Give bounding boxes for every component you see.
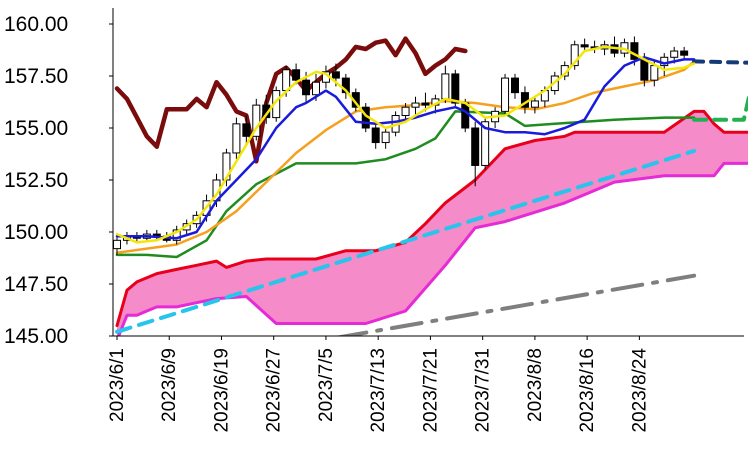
series-line-ma-fast xyxy=(115,45,696,244)
series-line-trend-up xyxy=(115,148,697,334)
candlestick xyxy=(570,40,579,70)
candlestick xyxy=(252,98,261,141)
candlesticks-layer xyxy=(113,36,696,255)
candlestick xyxy=(530,96,539,114)
x-tick-label: 2023/6/19 xyxy=(212,348,233,433)
candlestick xyxy=(341,73,350,99)
y-tick-label: 157.50 xyxy=(4,65,68,88)
axes-layer: 160.00 157.50 155.00 152.50 150.00 147.50 145.… xyxy=(4,8,744,433)
candlestick xyxy=(441,65,450,104)
indicator-lines-layer xyxy=(114,36,748,336)
x-tick-label: 2023/7/21 xyxy=(420,348,441,433)
x-tick-label: 2023/8/8 xyxy=(525,348,546,422)
series-line-senkou-b xyxy=(117,161,748,336)
x-tick-label: 2023/6/1 xyxy=(107,348,128,422)
candlestick xyxy=(172,225,181,245)
candlestick xyxy=(381,128,390,149)
x-tick-label: 2023/8/16 xyxy=(577,348,598,433)
x-tick-label: 2023/6/27 xyxy=(264,348,285,433)
candlestick xyxy=(411,96,420,116)
candlestick xyxy=(511,73,519,99)
candlestick xyxy=(501,73,510,116)
series-line-senkou-a xyxy=(115,109,748,328)
candlestick xyxy=(590,40,599,54)
x-tick-label: 2023/6/9 xyxy=(159,348,180,422)
series-line-trend-low xyxy=(334,273,697,336)
candlestick xyxy=(471,121,480,187)
kumo-cloud-fill xyxy=(117,111,748,336)
candlestick xyxy=(580,38,589,52)
x-tick-label: 2023/7/13 xyxy=(368,348,389,433)
series-line-chikou xyxy=(114,36,468,164)
y-tick-label: 150.00 xyxy=(4,221,68,244)
y-tick-label: 147.50 xyxy=(4,273,68,296)
x-tick-label: 2023/7/31 xyxy=(473,348,494,433)
series-line-tenkan xyxy=(115,56,696,240)
candlestick xyxy=(232,117,241,160)
y-tick-label: 145.00 xyxy=(4,325,68,348)
series-line-proj-green xyxy=(692,92,748,122)
x-tick-label: 2023/8/24 xyxy=(629,348,650,433)
y-tick-label: 155.00 xyxy=(4,117,68,140)
candlestick xyxy=(481,117,490,170)
candlestick xyxy=(242,115,251,145)
series-line-proj-blue xyxy=(692,59,748,65)
x-tick-label: 2023/7/5 xyxy=(316,348,337,422)
series-line-kijun xyxy=(115,110,696,259)
kumo-cloud-layer xyxy=(117,111,748,336)
y-tick-label: 160.00 xyxy=(4,13,68,36)
candlestick xyxy=(680,46,689,60)
candlestick xyxy=(371,123,380,149)
y-tick-label: 152.50 xyxy=(4,169,68,192)
